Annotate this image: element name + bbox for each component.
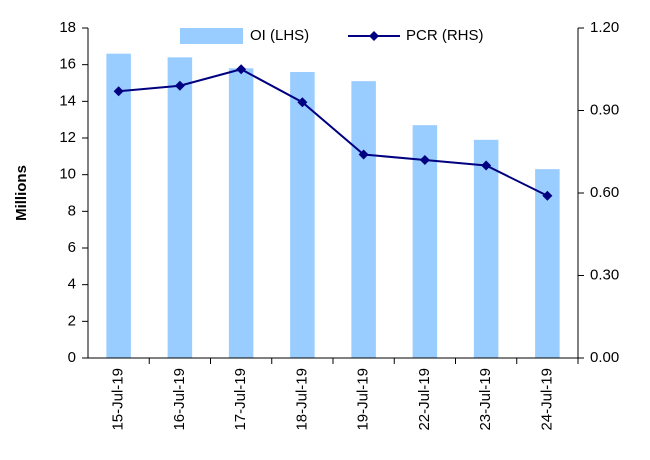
y-tick-label: 0 — [68, 349, 76, 366]
bar — [167, 57, 193, 358]
bar — [473, 139, 499, 358]
x-tick-label: 18-Jul-19 — [293, 368, 310, 431]
x-tick-label: 17-Jul-19 — [232, 368, 249, 431]
bar — [228, 68, 254, 358]
marker — [358, 149, 369, 160]
y2-tick-label: 1.20 — [590, 19, 619, 36]
legend-label: PCR (RHS) — [406, 27, 484, 44]
line — [118, 68, 548, 197]
marker — [174, 80, 185, 91]
bar — [351, 81, 376, 359]
y-tick-label: 6 — [68, 239, 76, 256]
marker — [481, 160, 492, 171]
legend-marker — [369, 31, 379, 41]
y-axis-label: Millions — [13, 165, 30, 221]
marker — [113, 86, 124, 97]
legend-swatch — [180, 28, 243, 44]
x-tick-label: 24-Jul-19 — [538, 368, 555, 431]
bar — [290, 72, 315, 358]
y-tick-label: 10 — [59, 166, 76, 183]
y2-tick-label: 0.30 — [590, 266, 619, 283]
legend-label: OI (LHS) — [250, 27, 309, 44]
x-tick-label: 15-Jul-19 — [110, 368, 127, 431]
y-tick-label: 18 — [59, 19, 76, 36]
y2-tick-label: 0.90 — [590, 101, 619, 118]
marker — [236, 64, 247, 75]
marker — [419, 155, 430, 165]
y-tick-label: 14 — [59, 92, 76, 109]
bar — [106, 53, 131, 359]
y2-tick-label: 0.60 — [590, 184, 619, 201]
y-tick-label: 12 — [59, 129, 76, 146]
y-tick-label: 2 — [68, 312, 76, 329]
marker — [542, 190, 553, 201]
x-tick-label: 22-Jul-19 — [416, 368, 433, 431]
y2-tick-label: 0.00 — [590, 349, 619, 366]
y-tick-label: 8 — [68, 202, 76, 219]
y-tick-label: 16 — [59, 56, 76, 73]
x-tick-label: 23-Jul-19 — [477, 368, 494, 431]
x-tick-label: 19-Jul-19 — [355, 368, 372, 431]
x-tick-label: 16-Jul-19 — [171, 368, 188, 431]
y-tick-label: 4 — [68, 276, 76, 293]
marker — [297, 97, 308, 108]
